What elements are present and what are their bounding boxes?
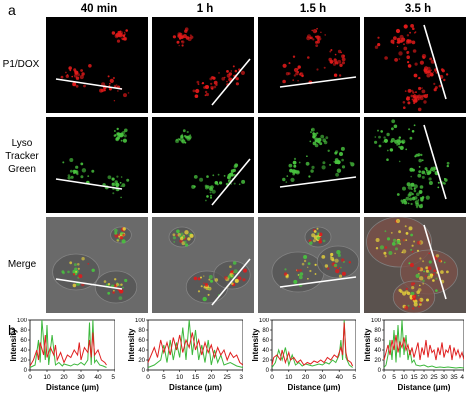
y-tick-label: 40 [138, 348, 145, 354]
x-tick-label: 20 [302, 374, 310, 381]
y-tick-label: 80 [262, 328, 269, 334]
x-tick-label: 10 [400, 374, 408, 381]
row-label-line: Tracker [5, 151, 39, 162]
y-tick-label: 20 [20, 358, 27, 364]
y-tick-label: 20 [374, 358, 381, 364]
x-tick-label: 15 [192, 374, 200, 381]
y-tick-label: 20 [138, 358, 145, 364]
series-line-red [29, 332, 107, 367]
y-axis-label: Intensity [9, 328, 18, 361]
merge-image-3-5h [364, 217, 466, 313]
x-tick-label: 10 [176, 374, 184, 381]
merge-image-40min [46, 217, 148, 313]
column-header-3.5h: 3.5 h [404, 3, 432, 15]
y-tick-label: 0 [378, 368, 382, 374]
y-tick-label: 80 [20, 328, 27, 334]
x-tick-label: 0 [270, 374, 274, 381]
x-axis-label: Distance (μm) [169, 383, 222, 392]
y-tick-label: 100 [17, 318, 28, 324]
column-header-1.5h: 1.5 h [299, 3, 327, 15]
y-tick-label: 0 [142, 368, 146, 374]
x-tick-label: 20 [60, 374, 68, 381]
y-tick-label: 0 [24, 368, 28, 374]
row-label-line: Lyso [11, 138, 33, 149]
intensity-plot-1h: 0 20 40 60 80 100 0 5 10 15 20 25 30 Distance (μm) Int… [127, 318, 243, 392]
y-tick-label: 0 [266, 368, 270, 374]
x-tick-label: 40 [460, 374, 464, 381]
y-tick-label: 80 [374, 328, 381, 334]
y-tick-label: 40 [262, 348, 269, 354]
x-tick-label: 40 [94, 374, 102, 381]
row-label-line: Green [8, 164, 36, 175]
x-tick-label: 0 [28, 374, 32, 381]
column-header-1h: 1 h [196, 3, 214, 15]
series-line-red [147, 332, 243, 366]
x-tick-label: 35 [450, 374, 458, 381]
x-tick-label: 10 [43, 374, 51, 381]
y-tick-label: 60 [262, 338, 269, 344]
x-tick-label: 50 [352, 374, 356, 381]
intensity-plot-40min: 0 20 40 60 80 100 0 10 20 30 40 50 Distance (μm) Inte… [9, 318, 115, 392]
series-line-red [271, 322, 354, 367]
x-tick-label: 30 [239, 374, 243, 381]
row-label-line: Merge [7, 259, 37, 270]
y-axis-label: Intensity [363, 328, 372, 361]
dox-image-3-5h [364, 17, 466, 113]
y-tick-label: 60 [138, 338, 145, 344]
x-tick-label: 30 [319, 374, 327, 381]
row-label-merge: Merge [2, 258, 42, 271]
intensity-plot-1-5h: 0 20 40 60 80 100 0 10 20 30 40 50 Distance (μm) Inte… [251, 318, 356, 392]
y-axis-label: Intensity [251, 328, 260, 361]
x-tick-label: 5 [392, 374, 396, 381]
y-axis-label: Intensity [127, 328, 136, 361]
y-tick-label: 100 [371, 318, 382, 324]
x-tick-label: 10 [285, 374, 293, 381]
y-tick-label: 40 [374, 348, 381, 354]
y-tick-label: 20 [262, 358, 269, 364]
x-axis-label: Distance (μm) [46, 383, 99, 392]
x-axis-label: Distance (μm) [398, 383, 451, 392]
intensity-profile-plots: 02040608010001020304050Distance (μm)Inte… [0, 318, 474, 402]
y-tick-label: 100 [259, 318, 270, 324]
lysotracker-image-3-5h [364, 117, 466, 213]
x-tick-label: 40 [336, 374, 344, 381]
dox-image-40min [46, 17, 148, 113]
dox-image-1h [152, 17, 254, 113]
column-header-40min: 40 min [80, 3, 118, 15]
y-tick-label: 80 [138, 328, 145, 334]
x-tick-label: 20 [420, 374, 428, 381]
lysotracker-image-40min [46, 117, 148, 213]
x-tick-label: 30 [440, 374, 448, 381]
y-tick-label: 40 [20, 348, 27, 354]
x-tick-label: 0 [146, 374, 150, 381]
y-tick-label: 100 [135, 318, 146, 324]
series-line-red [383, 334, 464, 361]
merge-image-1h [152, 217, 254, 313]
x-tick-label: 20 [208, 374, 216, 381]
x-tick-label: 25 [224, 374, 232, 381]
x-tick-label: 5 [162, 374, 166, 381]
merge-image-1-5h [258, 217, 360, 313]
row-label-line: P1/DOX [2, 59, 40, 70]
panel-b-label: b [8, 322, 16, 338]
y-tick-label: 60 [374, 338, 381, 344]
lysotracker-image-1h [152, 117, 254, 213]
row-label-p1dox: P1/DOX [0, 58, 44, 71]
x-tick-label: 50 [111, 374, 115, 381]
x-axis-label: Distance (μm) [288, 383, 341, 392]
x-tick-label: 0 [382, 374, 386, 381]
row-label-lysotracker: Lyso Tracker Green [2, 137, 42, 176]
x-tick-label: 30 [77, 374, 85, 381]
y-tick-label: 60 [20, 338, 27, 344]
x-tick-label: 15 [410, 374, 418, 381]
intensity-plot-3-5h: 0204060801000510152025303540Distance (μm… [363, 318, 464, 392]
microscopy-grid [46, 17, 472, 317]
lysotracker-image-1-5h [258, 117, 360, 213]
dox-image-1-5h [258, 17, 360, 113]
series-line-green [383, 319, 464, 369]
panel-a-label: a [8, 2, 16, 18]
x-tick-label: 25 [430, 374, 438, 381]
